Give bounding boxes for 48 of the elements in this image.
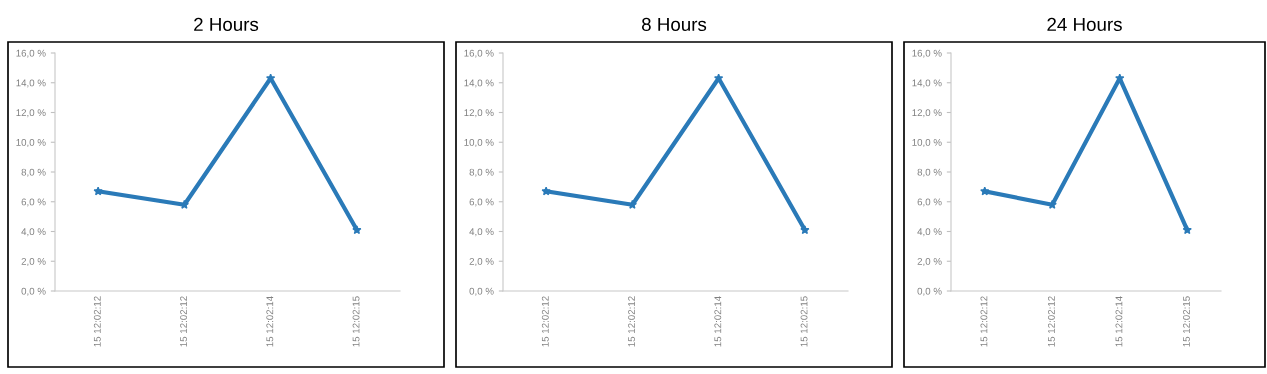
- x-tick-label: 15 12:02:12: [1047, 296, 1055, 347]
- y-tick-label: 8,0 %: [917, 168, 942, 177]
- y-tick-label: 16,0 %: [464, 49, 494, 58]
- y-tick-label: 6,0 %: [21, 198, 46, 207]
- x-tick-label: 15 12:02:12: [541, 296, 549, 347]
- x-tick-label: 15 12:02:15: [352, 296, 360, 347]
- y-tick-label: 0,0 %: [917, 287, 942, 296]
- point: [352, 225, 362, 235]
- y-tick-label: 10,0 %: [464, 138, 494, 148]
- y-tick-label: 6,0 %: [469, 198, 494, 207]
- y-tick-label: 14,0 %: [16, 79, 46, 88]
- y-tick-label: 16,0 %: [16, 49, 46, 58]
- point: [93, 186, 103, 196]
- chart-title: 24 Hours: [1047, 17, 1122, 32]
- y-tick-label: 2,0 %: [469, 257, 494, 267]
- y-tick-label: 16,0 %: [912, 49, 942, 58]
- y-tick-label: 14,0 %: [912, 79, 942, 88]
- y-tick-label: 14,0 %: [464, 79, 494, 88]
- y-tick-label: 8,0 %: [21, 168, 46, 177]
- x-tick-label: 15 12:02:14: [714, 296, 722, 347]
- y-tick-label: 2,0 %: [21, 257, 46, 267]
- y-tick-label: 4,0 %: [469, 228, 494, 237]
- x-tick-label: 15 12:02:15: [1182, 296, 1190, 347]
- y-tick-label: 0,0 %: [21, 287, 46, 296]
- y-tick-label: 6,0 %: [917, 198, 942, 207]
- x-tick-label: 15 12:02:14: [1115, 296, 1123, 347]
- chart-title: 8 Hours: [641, 17, 707, 32]
- x-tick-label: 15 12:02:12: [628, 296, 635, 347]
- x-tick-label: 15 12:02:15: [800, 296, 808, 347]
- y-tick-label: 4,0 %: [21, 228, 46, 237]
- y-tick-label: 12,0 %: [464, 109, 494, 118]
- y-tick-label: 0,0 %: [469, 287, 494, 296]
- x-tick-label: 15 12:02:12: [180, 296, 187, 347]
- y-tick-label: 10,0 %: [912, 138, 942, 148]
- y-tick-label: 8,0 %: [469, 168, 494, 177]
- x-tick-label: 15 12:02:14: [266, 296, 274, 347]
- chart-title: 2 Hours: [194, 17, 259, 32]
- point: [980, 186, 990, 196]
- y-tick-label: 4,0 %: [917, 228, 942, 237]
- y-tick-label: 12,0 %: [16, 109, 46, 118]
- point: [800, 225, 810, 235]
- point: [1182, 225, 1192, 235]
- y-tick-label: 12,0 %: [912, 109, 942, 118]
- point: [541, 186, 551, 196]
- y-tick-label: 10,0 %: [16, 138, 46, 148]
- y-tick-label: 2,0 %: [917, 257, 942, 267]
- x-tick-label: 15 12:02:12: [980, 296, 988, 347]
- x-tick-label: 15 12:02:12: [93, 296, 101, 347]
